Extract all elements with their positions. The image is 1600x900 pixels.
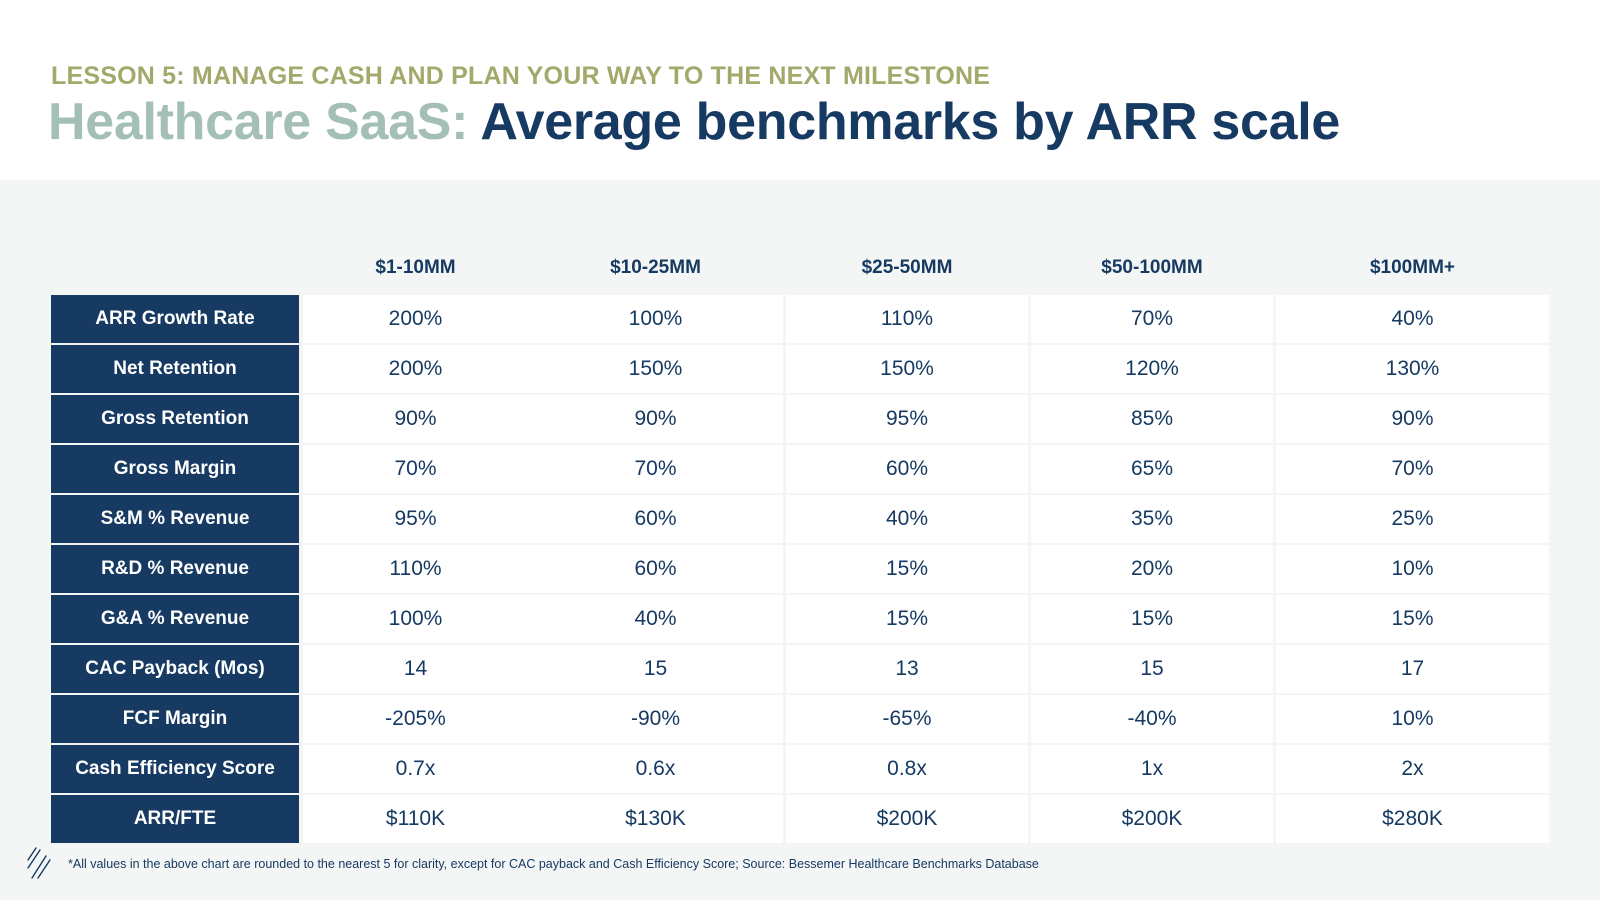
page-title: Healthcare SaaS: Average benchmarks by A… bbox=[48, 92, 1340, 152]
table-cell: 65% bbox=[1031, 445, 1273, 493]
table-cell: 13 bbox=[786, 645, 1028, 693]
title-prefix: Healthcare SaaS: bbox=[48, 93, 469, 151]
table-cell: 200% bbox=[303, 295, 528, 343]
lesson-label: LESSON 5: MANAGE CASH AND PLAN YOUR WAY … bbox=[51, 62, 991, 90]
table-cell: 20% bbox=[1031, 545, 1273, 593]
table-cell: 150% bbox=[786, 345, 1028, 393]
table-row: FCF Margin -205% -90% -65% -40% 10% bbox=[51, 695, 1549, 743]
table-cell: 40% bbox=[528, 595, 783, 643]
row-label: CAC Payback (Mos) bbox=[51, 645, 299, 693]
table-cell: -40% bbox=[1031, 695, 1273, 743]
row-label: Gross Retention bbox=[51, 395, 299, 443]
column-header: $10-25MM bbox=[610, 257, 701, 278]
bessemer-logo-icon bbox=[27, 847, 51, 879]
table-cell: 15 bbox=[528, 645, 783, 693]
table-cell: 0.8x bbox=[786, 745, 1028, 793]
table-row: Cash Efficiency Score 0.7x 0.6x 0.8x 1x 2x bbox=[51, 745, 1549, 793]
table-cell: 100% bbox=[303, 595, 528, 643]
table-cell: 90% bbox=[528, 395, 783, 443]
column-header: $1-10MM bbox=[375, 257, 456, 278]
table-cell: -205% bbox=[303, 695, 528, 743]
table-cell: 40% bbox=[786, 495, 1028, 543]
table-cell: 10% bbox=[1276, 545, 1549, 593]
table-cell: 70% bbox=[303, 445, 528, 493]
table-row: Net Retention 200% 150% 150% 120% 130% bbox=[51, 345, 1549, 393]
row-label: Net Retention bbox=[51, 345, 299, 393]
table-cell: 15 bbox=[1031, 645, 1273, 693]
row-label: S&M % Revenue bbox=[51, 495, 299, 543]
table-row: Gross Margin 70% 70% 60% 65% 70% bbox=[51, 445, 1549, 493]
table-cell: 15% bbox=[1031, 595, 1273, 643]
column-header-row: $1-10MM $10-25MM $25-50MM $50-100MM $100MM+ bbox=[51, 246, 1549, 290]
table-cell: 95% bbox=[303, 495, 528, 543]
row-label: R&D % Revenue bbox=[51, 545, 299, 593]
table-cell: 60% bbox=[786, 445, 1028, 493]
column-header: $50-100MM bbox=[1101, 257, 1203, 278]
table-cell: 90% bbox=[1276, 395, 1549, 443]
table-cell: 70% bbox=[528, 445, 783, 493]
table-cell: 70% bbox=[1031, 295, 1273, 343]
table-cell: 110% bbox=[786, 295, 1028, 343]
row-label: G&A % Revenue bbox=[51, 595, 299, 643]
table-cell: 85% bbox=[1031, 395, 1273, 443]
table-row: ARR/FTE $110K $130K $200K $200K $280K bbox=[51, 795, 1549, 843]
table-cell: $200K bbox=[786, 795, 1028, 843]
table-cell: 10% bbox=[1276, 695, 1549, 743]
table-cell: 110% bbox=[303, 545, 528, 593]
slide-header: LESSON 5: MANAGE CASH AND PLAN YOUR WAY … bbox=[0, 0, 1600, 180]
row-label: Gross Margin bbox=[51, 445, 299, 493]
table-cell: -65% bbox=[786, 695, 1028, 743]
table-cell: 25% bbox=[1276, 495, 1549, 543]
table-cell: 15% bbox=[786, 595, 1028, 643]
table-cell: -90% bbox=[528, 695, 783, 743]
table-cell: 60% bbox=[528, 545, 783, 593]
table-row: ARR Growth Rate 200% 100% 110% 70% 40% bbox=[51, 295, 1549, 343]
table-cell: 2x bbox=[1276, 745, 1549, 793]
table-row: R&D % Revenue 110% 60% 15% 20% 10% bbox=[51, 545, 1549, 593]
table-cell: $130K bbox=[528, 795, 783, 843]
table-cell: 130% bbox=[1276, 345, 1549, 393]
table-cell: 95% bbox=[786, 395, 1028, 443]
table-cell: 70% bbox=[1276, 445, 1549, 493]
table-cell: 35% bbox=[1031, 495, 1273, 543]
title-main: Average benchmarks by ARR scale bbox=[480, 93, 1341, 151]
column-header: $100MM+ bbox=[1369, 257, 1456, 278]
table-cell: 40% bbox=[1276, 295, 1549, 343]
table-cell: $110K bbox=[303, 795, 528, 843]
footnote: *All values in the above chart are round… bbox=[68, 857, 1039, 871]
table-cell: 0.6x bbox=[528, 745, 783, 793]
table-row: G&A % Revenue 100% 40% 15% 15% 15% bbox=[51, 595, 1549, 643]
table-cell: 60% bbox=[528, 495, 783, 543]
table-cell: 15% bbox=[786, 545, 1028, 593]
row-label: Cash Efficiency Score bbox=[51, 745, 299, 793]
row-label: ARR/FTE bbox=[51, 795, 299, 843]
table-cell: 200% bbox=[303, 345, 528, 393]
table-row: CAC Payback (Mos) 14 15 13 15 17 bbox=[51, 645, 1549, 693]
row-label: ARR Growth Rate bbox=[51, 295, 299, 343]
table-cell: 150% bbox=[528, 345, 783, 393]
table-cell: 1x bbox=[1031, 745, 1273, 793]
table-row: Gross Retention 90% 90% 95% 85% 90% bbox=[51, 395, 1549, 443]
table-cell: 0.7x bbox=[303, 745, 528, 793]
table-cell: 15% bbox=[1276, 595, 1549, 643]
table-cell: 90% bbox=[303, 395, 528, 443]
table-cell: 100% bbox=[528, 295, 783, 343]
table-cell: 14 bbox=[303, 645, 528, 693]
table-row: S&M % Revenue 95% 60% 40% 35% 25% bbox=[51, 495, 1549, 543]
column-header: $25-50MM bbox=[861, 257, 953, 278]
table-cell: 120% bbox=[1031, 345, 1273, 393]
table-cell: 17 bbox=[1276, 645, 1549, 693]
table-cell: $200K bbox=[1031, 795, 1273, 843]
row-label: FCF Margin bbox=[51, 695, 299, 743]
table-cell: $280K bbox=[1276, 795, 1549, 843]
